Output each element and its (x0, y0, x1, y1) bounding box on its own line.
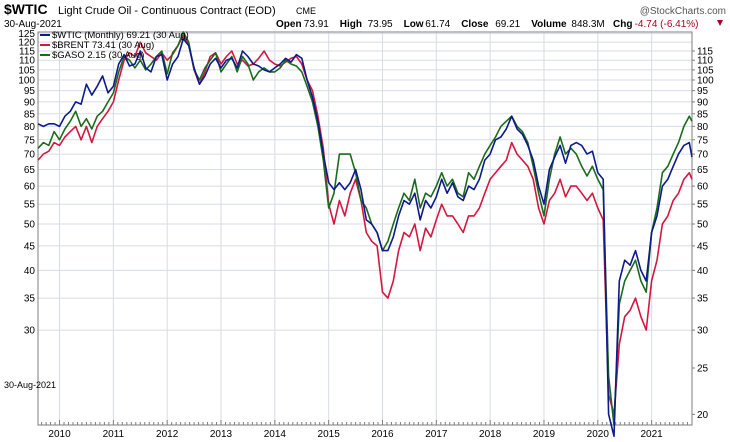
right-tick-label: 90 (697, 97, 709, 108)
left-tick-label: 30 (24, 326, 36, 337)
left-tick-label: 105 (18, 65, 35, 76)
left-tick-label: 110 (19, 56, 35, 67)
left-tick-label: 115 (19, 46, 35, 57)
left-tick-label: 75 (24, 135, 36, 146)
right-tick-label: 115 (697, 46, 713, 57)
right-tick-label: 50 (697, 219, 709, 230)
x-tick-label: 2015 (318, 429, 341, 440)
left-tick-label: 35 (24, 294, 36, 305)
stat-label-chg: Chg (613, 19, 632, 30)
x-tick-label: 2010 (48, 429, 71, 440)
legend-label: $BRENT 73.41 (30 Aug) (52, 40, 154, 51)
stat-value-chg: -4.74 (-6.41%) (635, 19, 699, 30)
x-tick-label: 2016 (371, 429, 394, 440)
right-tick-label: 65 (697, 165, 709, 176)
brent-line (37, 34, 693, 416)
left-tick-label: 40 (24, 266, 36, 277)
right-tick-label: 45 (697, 241, 709, 252)
right-tick-label: 30 (697, 326, 709, 337)
symbol-description: Light Crude Oil - Continuous Contract (E… (58, 5, 276, 17)
right-tick-label: 95 (697, 86, 709, 97)
legend: $WTIC (Monthly) 69.21 (30 Aug)$BRENT 73.… (40, 30, 189, 61)
right-tick-label: 80 (697, 122, 709, 133)
exchange-label: CME (296, 6, 316, 16)
right-tick-label: 85 (697, 109, 709, 120)
left-tick-label: 125 (18, 29, 35, 40)
stats-row: Open 73.91 High 73.95 Low 61.74 Close 69.21 Volu… (276, 19, 723, 30)
left-tick-label: 90 (24, 97, 36, 108)
left-tick-label: 95 (24, 86, 36, 97)
left-tick-label: 65 (24, 165, 36, 176)
right-tick-label: 100 (697, 76, 714, 87)
header-date: 30-Aug-2021 (4, 19, 62, 30)
left-tick-label: 60 (24, 182, 36, 193)
right-tick-label: 35 (697, 294, 709, 305)
stat-label-volume: Volume (531, 19, 567, 30)
x-tick-label: 2017 (425, 429, 448, 440)
stat-value-high: 73.95 (368, 19, 393, 30)
stat-label-open: Open (276, 19, 302, 30)
watermark: @StockCharts.com (640, 6, 726, 17)
stat-label-close: Close (461, 19, 489, 30)
stat-value-volume: 848.3M (571, 19, 604, 30)
left-tick-label: 45 (24, 241, 36, 252)
legend-label: $GASO 2.15 (30 Aug) (52, 50, 144, 61)
x-tick-label: 2021 (641, 429, 664, 440)
left-tick-label: 50 (24, 219, 36, 230)
x-tick-label: 2020 (587, 429, 610, 440)
stat-value-low: 61.74 (425, 19, 450, 30)
right-tick-label: 110 (697, 56, 713, 67)
series-lines (37, 31, 693, 437)
right-tick-label: 55 (697, 200, 709, 211)
right-tick-label: 70 (697, 150, 709, 161)
right-tick-label: 60 (697, 182, 709, 193)
legend-label: $WTIC (Monthly) 69.21 (30 Aug) (52, 30, 189, 41)
left-tick-label: 120 (18, 38, 35, 49)
right-axis: 2025303540455055606570758085909510010511… (692, 46, 714, 421)
x-tick-label: 2019 (533, 429, 556, 440)
x-tick-label: 2011 (103, 429, 125, 440)
down-triangle-icon (717, 20, 723, 26)
stat-label-low: Low (404, 19, 424, 30)
symbol-title: $WTIC (4, 1, 48, 17)
x-tick-label: 2014 (264, 429, 287, 440)
left-tick-label: 80 (24, 122, 36, 133)
left-tick-label: 70 (24, 150, 36, 161)
x-axis: 2010 2011 2012 2013 2014 2015 2016 2017 2018 2019… (41, 420, 693, 440)
right-tick-label: 105 (697, 65, 714, 76)
right-tick-label: 25 (697, 363, 709, 374)
left-axis: 30 35 40 45 50 55 60 65 70 75 80 859095100105110115… (18, 29, 35, 336)
right-tick-label: 75 (697, 135, 709, 146)
right-tick-label: 40 (697, 266, 709, 277)
x-tick-label: 2012 (156, 429, 179, 440)
right-tick-label: 20 (697, 410, 709, 421)
left-axis-date-label: 30-Aug-2021 (4, 380, 56, 390)
left-tick-label: 85 (24, 109, 36, 120)
wtic-line (37, 37, 693, 437)
x-tick-label: 2018 (479, 429, 502, 440)
left-tick-label: 100 (18, 76, 35, 87)
x-tick-label: 2013 (210, 429, 233, 440)
stat-value-close: 69.21 (495, 19, 520, 30)
stat-value-open: 73.91 (304, 19, 329, 30)
grid (38, 32, 692, 425)
left-tick-label: 55 (24, 200, 36, 211)
gaso-line (37, 31, 693, 426)
stat-label-high: High (340, 19, 362, 30)
